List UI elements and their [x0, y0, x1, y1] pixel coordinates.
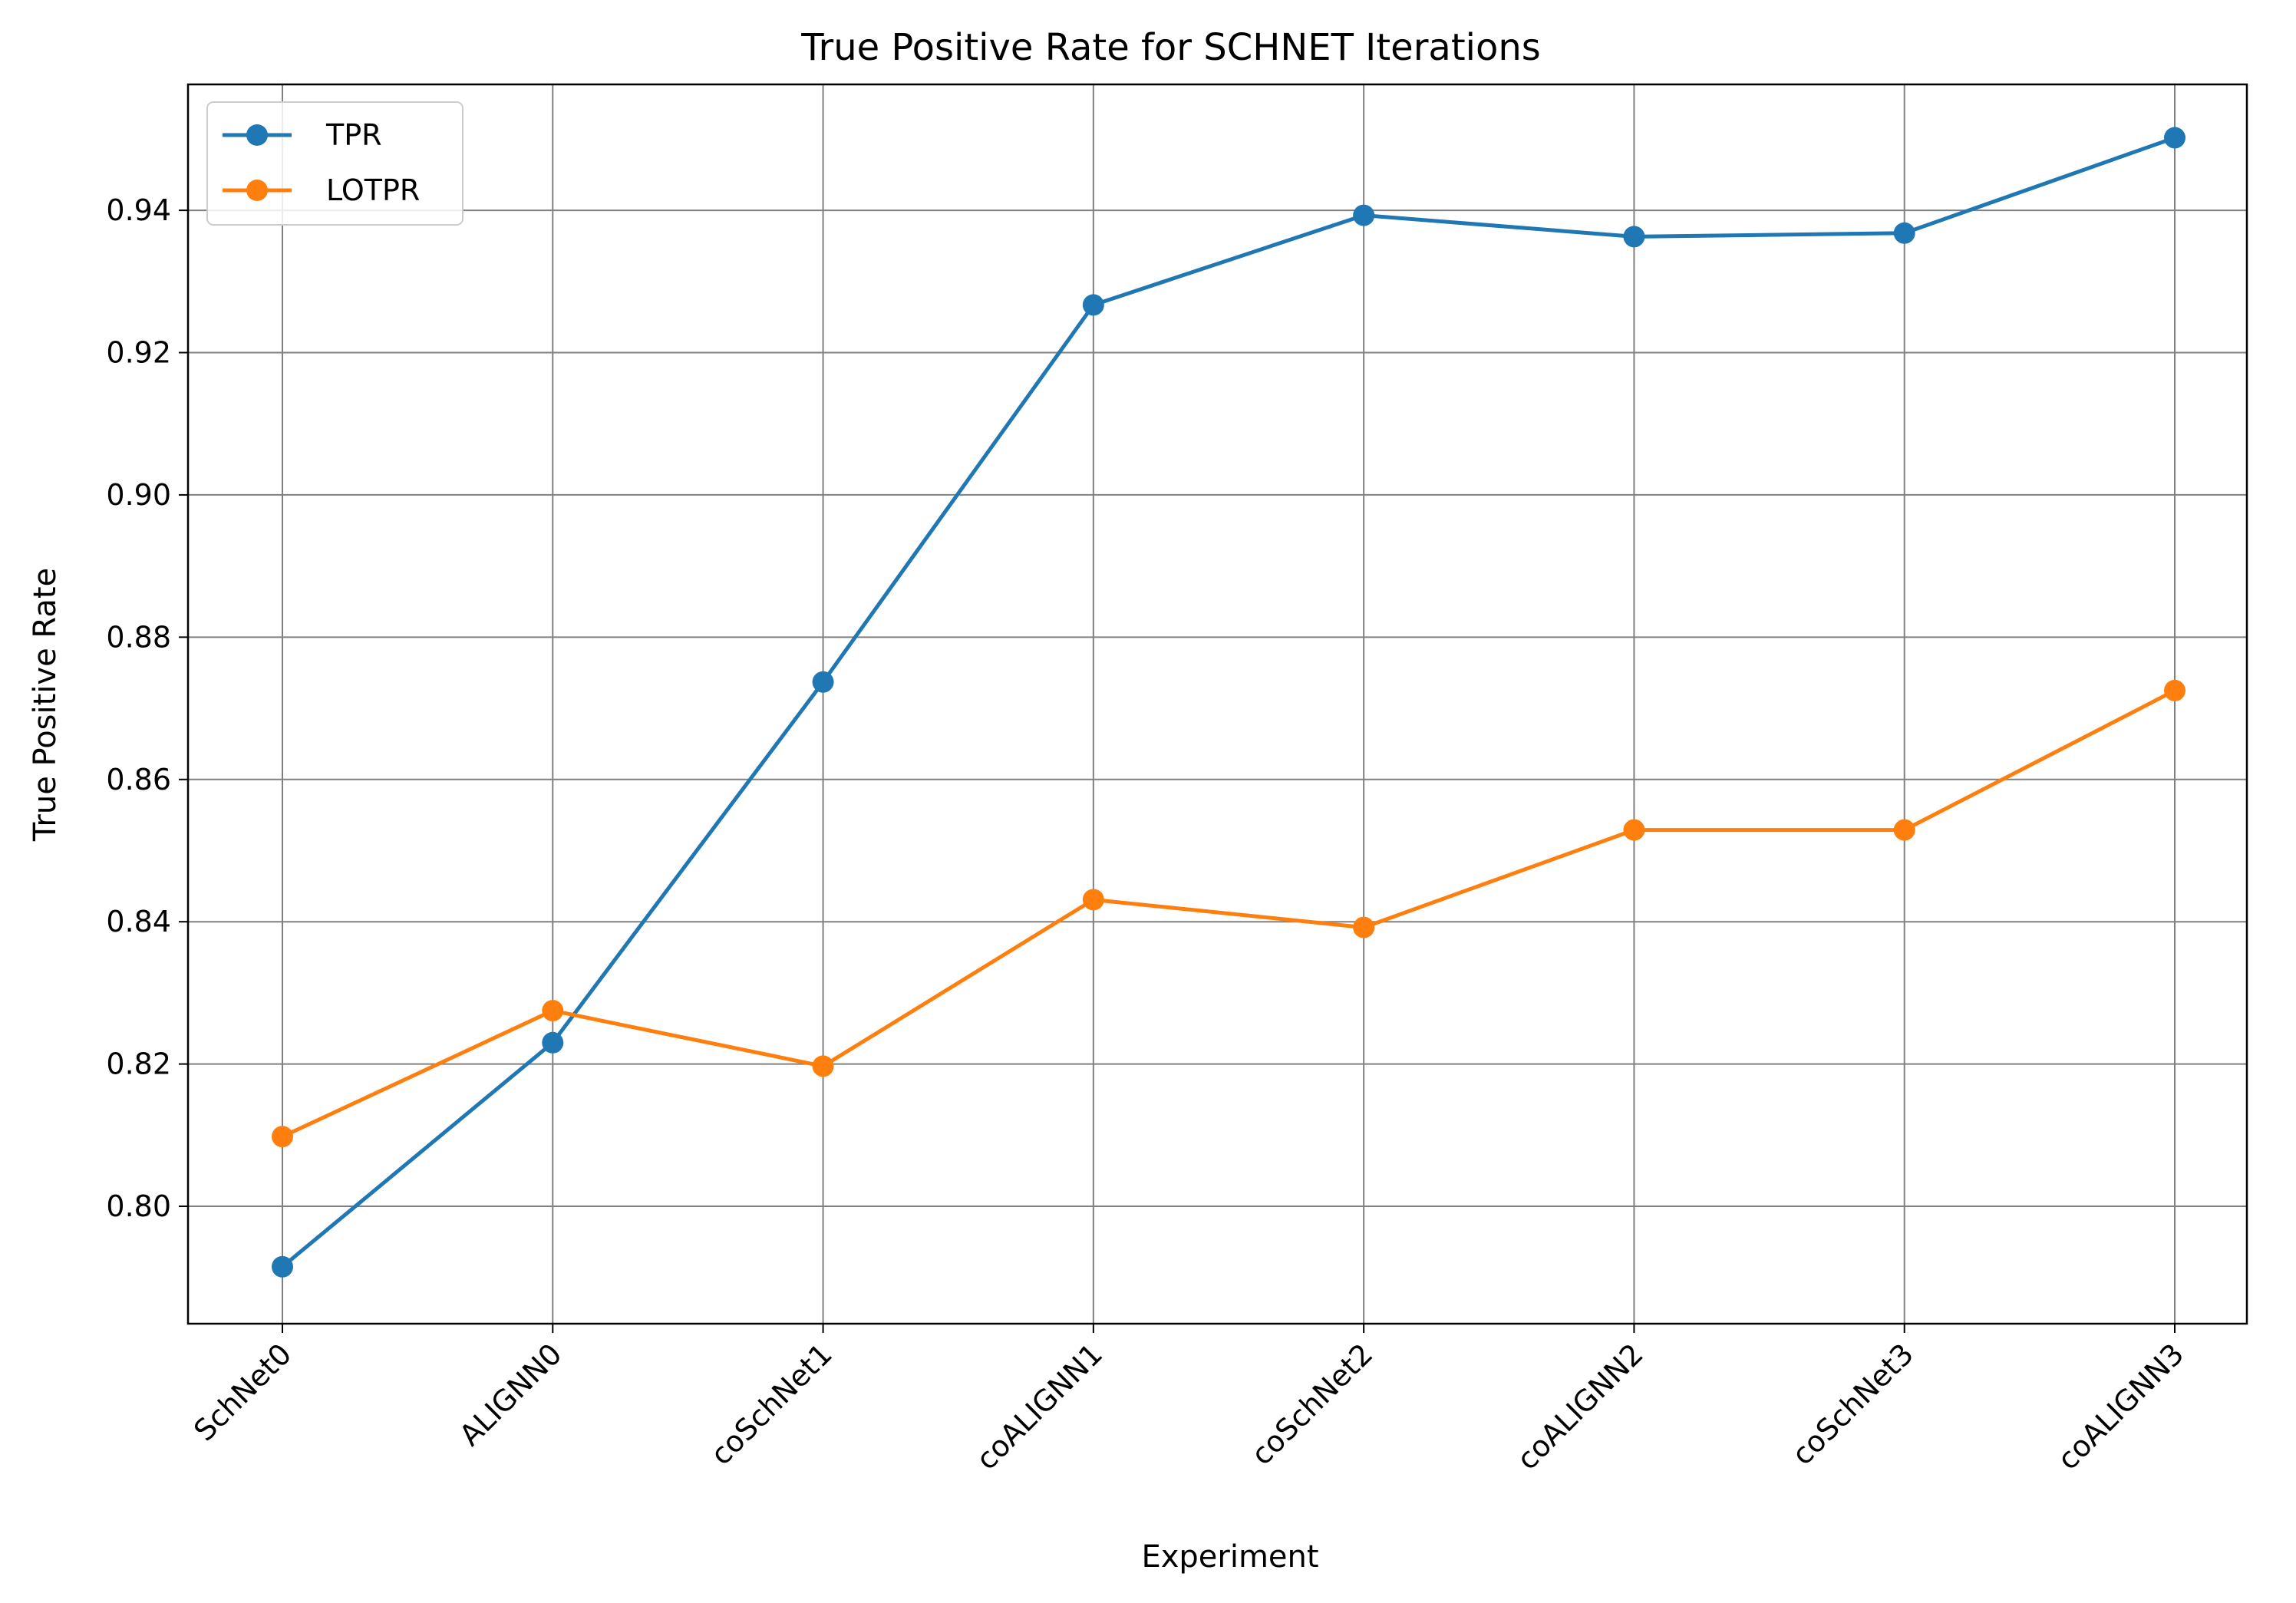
data-point: [542, 1031, 564, 1054]
x-axis-label: Experiment: [1141, 1539, 1318, 1575]
y-tick-label: 0.88: [106, 620, 171, 654]
y-tick-label: 0.80: [106, 1189, 171, 1223]
legend-label: LOTPR: [326, 173, 420, 207]
grid: [188, 84, 2247, 1324]
series-line: [281, 136, 2176, 1268]
x-tick-label: ALIGNN0: [453, 1337, 569, 1453]
y-axis-ticks: 0.80 0.82 0.84 0.86 0.88 0.90 0.92 0.94: [106, 193, 188, 1223]
data-point: [272, 1255, 293, 1278]
series-layer: [272, 127, 2185, 1278]
x-tick-label: coALIGNN2: [1510, 1337, 1650, 1476]
y-tick-label: 0.84: [106, 905, 171, 938]
data-point: [1623, 226, 1645, 248]
data-point: [812, 671, 834, 693]
x-axis-ticks: SchNet0 ALIGNN0 coSchNet1 coALIGNN1 coSchNet…: [187, 1324, 2190, 1476]
legend-label: TPR: [325, 118, 382, 152]
y-axis-label: True Positive Rate: [28, 568, 63, 842]
x-tick-label: coALIGNN3: [2051, 1337, 2191, 1476]
data-point: [1082, 889, 1104, 911]
x-tick-label: coALIGNN1: [969, 1337, 1109, 1476]
data-point: [1623, 819, 1645, 841]
data-point: [542, 1000, 564, 1022]
data-point: [812, 1055, 834, 1077]
data-point: [1353, 204, 1375, 226]
series-tpr: [272, 127, 2185, 1278]
chart-title: True Positive Rate for SCHNET Iterations: [800, 26, 1541, 69]
data-point: [2164, 127, 2185, 149]
plot-frame: [186, 83, 2248, 1325]
y-tick-label: 0.92: [106, 336, 171, 370]
data-point: [1082, 294, 1104, 316]
legend-swatch-marker: [246, 124, 268, 146]
data-point: [2164, 679, 2185, 701]
data-point: [272, 1126, 293, 1148]
x-tick-label: coSchNet2: [1245, 1337, 1379, 1471]
series-line: [281, 688, 2176, 1139]
x-tick-label: coSchNet1: [704, 1337, 838, 1471]
y-tick-label: 0.82: [106, 1047, 171, 1081]
data-point: [1893, 222, 1915, 244]
y-tick-label: 0.94: [106, 193, 171, 227]
data-point: [1893, 819, 1915, 841]
legend-box: [206, 101, 463, 226]
y-tick-label: 0.86: [106, 763, 171, 797]
x-tick-label: SchNet0: [187, 1337, 298, 1447]
legend: TPR LOTPR: [206, 101, 463, 226]
series-lotpr: [272, 679, 2185, 1148]
y-tick-label: 0.90: [106, 478, 171, 512]
data-point: [1353, 916, 1375, 938]
x-tick-label: coSchNet3: [1786, 1337, 1920, 1471]
legend-swatch-marker: [246, 180, 268, 201]
